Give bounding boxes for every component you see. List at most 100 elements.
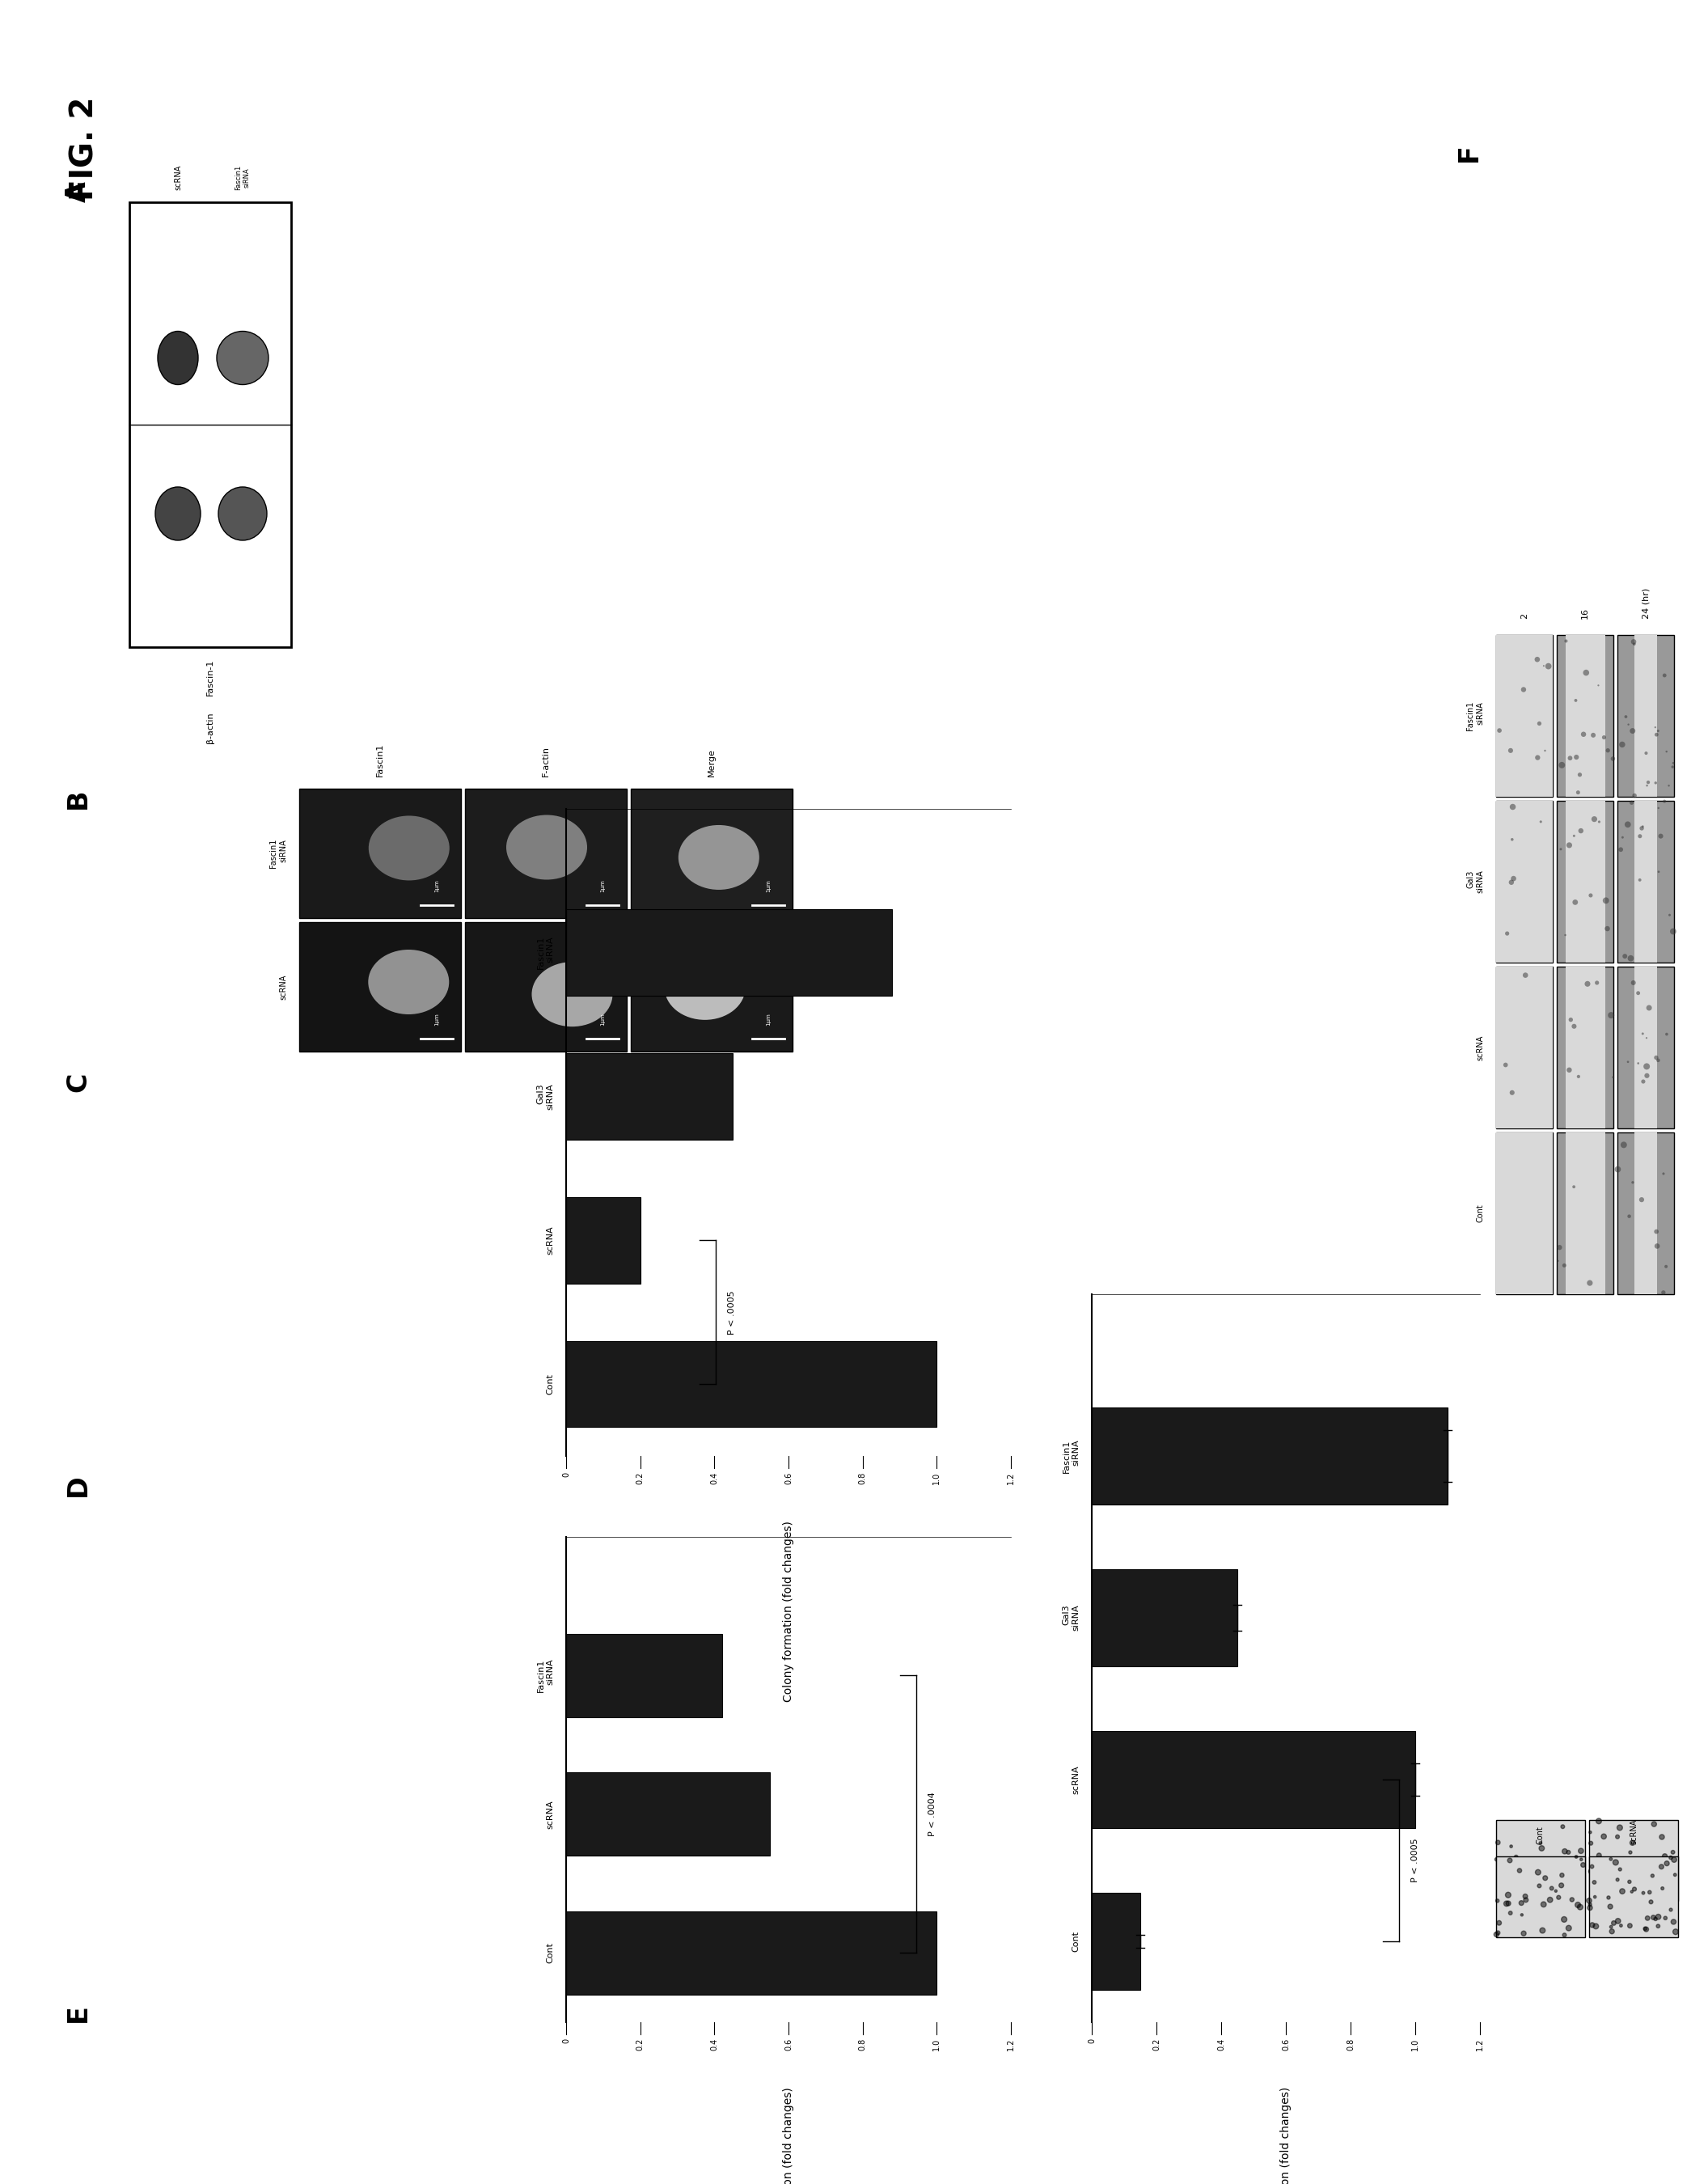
Point (1645, 1909, 1672, 1944)
Bar (1617, 968, 1674, 1129)
Circle shape (1631, 640, 1636, 644)
Point (1662, 1915, 1689, 1950)
Point (1585, 1878, 1612, 1913)
Text: 1.2: 1.2 (1476, 2038, 1484, 2051)
Bar (1635, 1133, 1657, 1295)
Circle shape (1641, 1033, 1643, 1035)
Point (1657, 1891, 1684, 1926)
Point (1629, 1876, 1657, 1911)
Text: Gal3
siRNA: Gal3 siRNA (536, 1083, 553, 1109)
Circle shape (1638, 834, 1641, 839)
Text: 1μm: 1μm (765, 1013, 770, 1026)
Circle shape (1670, 767, 1674, 769)
Point (1542, 1874, 1570, 1909)
Circle shape (1621, 836, 1624, 839)
Circle shape (1665, 1033, 1669, 1035)
Text: F: F (1455, 144, 1483, 162)
Point (1484, 1826, 1512, 1861)
Bar (1635, 968, 1657, 1129)
Text: Fascin1
siRNA: Fascin1 siRNA (1467, 701, 1484, 732)
Bar (1496, 968, 1553, 1129)
Bar (630, 922, 793, 1051)
Circle shape (1662, 673, 1667, 677)
Point (1652, 1839, 1679, 1874)
Text: Fascin1
siRNA: Fascin1 siRNA (1062, 1439, 1079, 1472)
Circle shape (1510, 839, 1513, 841)
Point (1617, 1874, 1645, 1909)
Circle shape (1576, 791, 1580, 795)
Text: scRNA: scRNA (547, 1225, 553, 1254)
Circle shape (1534, 657, 1541, 662)
Circle shape (1614, 1166, 1621, 1173)
Circle shape (1662, 1173, 1665, 1175)
Bar (1556, 968, 1614, 1129)
Point (1635, 1900, 1662, 1935)
Point (1483, 1841, 1510, 1876)
Bar (565, 1911, 936, 1994)
Text: A: A (65, 181, 92, 203)
Bar (1617, 802, 1674, 963)
Bar (1091, 1570, 1237, 1666)
Circle shape (1535, 756, 1541, 760)
Text: 1.2: 1.2 (1006, 1472, 1015, 1485)
Bar (565, 1773, 770, 1856)
Point (1551, 1854, 1578, 1889)
Text: 2: 2 (1520, 614, 1529, 618)
Circle shape (1587, 1280, 1594, 1286)
Text: E: E (65, 2003, 92, 2022)
Point (1621, 1872, 1648, 1907)
Text: scRNA: scRNA (174, 164, 183, 190)
Point (1568, 1841, 1595, 1876)
Point (1653, 1845, 1681, 1880)
Circle shape (1640, 826, 1643, 830)
Point (1527, 1826, 1554, 1861)
Text: D: D (65, 1474, 92, 1496)
Circle shape (1664, 1265, 1667, 1269)
Circle shape (1628, 1214, 1631, 1219)
Text: FIG. 2: FIG. 2 (68, 96, 99, 201)
Bar (565, 1053, 733, 1140)
Point (1631, 1911, 1658, 1946)
Point (1638, 1859, 1665, 1894)
Bar (1556, 1133, 1614, 1295)
Bar (465, 788, 627, 917)
Circle shape (1624, 714, 1628, 719)
Text: scRNA: scRNA (278, 974, 287, 1000)
Point (1609, 1874, 1636, 1909)
Text: 24 (hr): 24 (hr) (1641, 587, 1650, 618)
Circle shape (1539, 821, 1542, 823)
Point (1604, 1863, 1631, 1898)
Point (1655, 1856, 1682, 1891)
Point (1568, 1832, 1595, 1867)
Circle shape (1583, 670, 1588, 675)
Circle shape (1657, 1059, 1660, 1061)
Text: 0.2: 0.2 (635, 1472, 644, 1485)
Circle shape (1575, 699, 1576, 701)
Circle shape (1566, 843, 1571, 847)
Circle shape (1568, 1018, 1573, 1022)
Text: Gal3
siRNA: Gal3 siRNA (1467, 869, 1484, 893)
Text: 0.8: 0.8 (859, 1472, 866, 1485)
Point (1582, 1909, 1609, 1944)
Bar (1496, 1856, 1585, 1937)
Circle shape (1658, 834, 1664, 839)
Circle shape (1640, 1197, 1645, 1201)
Circle shape (1573, 900, 1578, 904)
Point (1546, 1880, 1573, 1915)
Point (1648, 1850, 1676, 1885)
Text: 0.2: 0.2 (1153, 2038, 1160, 2051)
Point (1607, 1909, 1635, 1944)
Text: 0.4: 0.4 (1218, 2038, 1225, 2051)
Point (1660, 1843, 1688, 1878)
Circle shape (1631, 981, 1636, 985)
Ellipse shape (369, 950, 449, 1013)
Point (1592, 1876, 1619, 1911)
Point (1549, 1808, 1576, 1843)
Ellipse shape (217, 332, 268, 384)
Circle shape (1655, 1243, 1660, 1249)
Point (1590, 1878, 1617, 1913)
Point (1645, 1900, 1672, 1935)
Circle shape (1546, 664, 1551, 668)
Circle shape (1657, 871, 1660, 874)
Circle shape (1638, 878, 1641, 882)
